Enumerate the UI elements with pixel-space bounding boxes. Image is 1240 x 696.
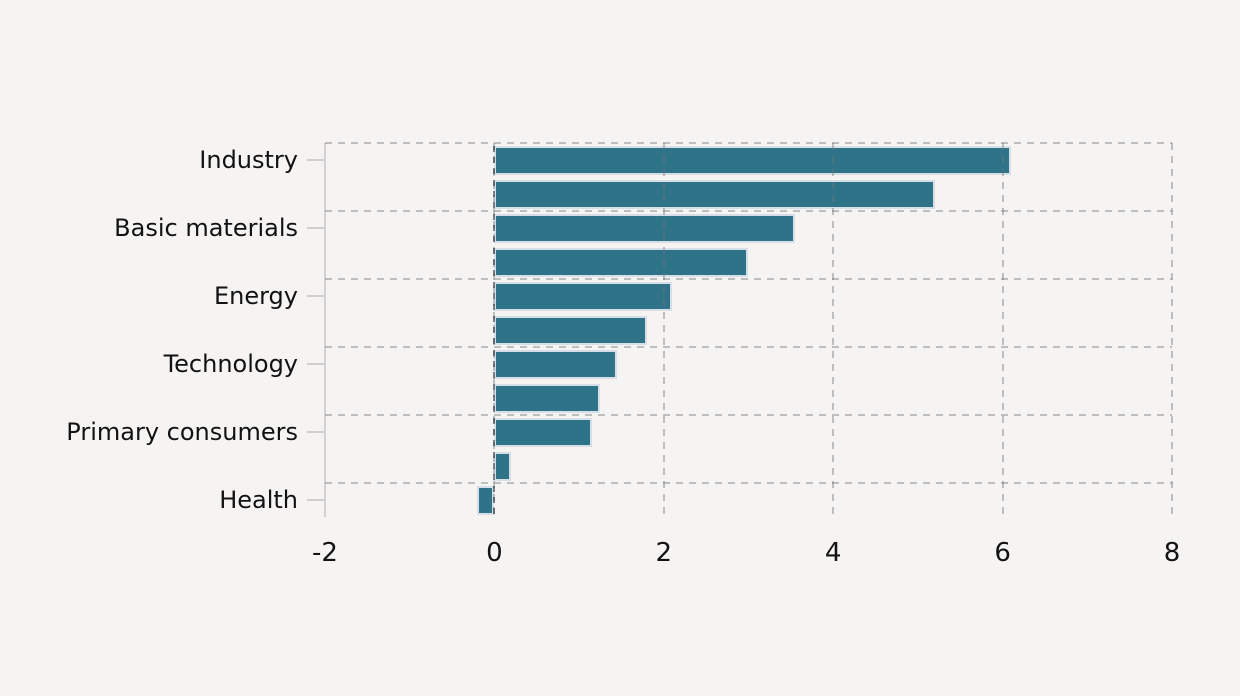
y-gridline bbox=[325, 346, 1172, 348]
zero-line bbox=[493, 417, 496, 447]
x-gridline bbox=[1001, 143, 1004, 517]
bar bbox=[494, 451, 512, 481]
zero-line bbox=[493, 281, 496, 311]
y-tick-mark bbox=[307, 431, 325, 433]
y-gridline bbox=[325, 414, 1172, 416]
y-gridline bbox=[325, 142, 1172, 144]
y-axis-label: Technology bbox=[163, 350, 298, 378]
y-tick-mark bbox=[307, 227, 325, 229]
bar bbox=[494, 145, 1012, 175]
bar bbox=[494, 281, 673, 311]
y-gridline bbox=[325, 210, 1172, 212]
bar bbox=[494, 349, 618, 379]
zero-line bbox=[493, 383, 496, 413]
bar bbox=[494, 383, 601, 413]
y-tick-mark bbox=[307, 159, 325, 161]
x-gridline bbox=[1171, 143, 1173, 517]
y-axis-label: Industry bbox=[199, 146, 298, 174]
zero-line bbox=[493, 179, 496, 209]
zero-line bbox=[493, 213, 496, 243]
y-axis-label: Primary consumers bbox=[66, 418, 298, 446]
y-axis-label: Energy bbox=[213, 282, 298, 310]
x-axis-tick-label: 4 bbox=[824, 538, 842, 568]
zero-line bbox=[493, 247, 496, 277]
bar bbox=[494, 247, 749, 277]
y-tick-mark bbox=[307, 499, 325, 501]
zero-line bbox=[493, 315, 496, 345]
bar bbox=[494, 213, 796, 243]
zero-line bbox=[493, 349, 496, 379]
x-axis-tick-label: 8 bbox=[1163, 538, 1181, 568]
y-gridline bbox=[325, 278, 1172, 280]
x-axis-tick-label: 6 bbox=[994, 538, 1011, 568]
zero-line bbox=[493, 451, 496, 481]
bar bbox=[494, 179, 935, 209]
y-axis-spine bbox=[324, 143, 326, 517]
y-gridline bbox=[325, 482, 1172, 484]
y-axis-label: Basic materials bbox=[114, 214, 298, 242]
x-gridline bbox=[662, 143, 665, 517]
x-axis-tick-label: 2 bbox=[655, 538, 673, 568]
y-tick-mark bbox=[307, 295, 325, 297]
zero-line bbox=[493, 145, 496, 175]
x-gridline bbox=[832, 143, 835, 517]
bar bbox=[494, 315, 647, 345]
y-axis-label: Health bbox=[219, 486, 298, 514]
y-tick-mark bbox=[307, 363, 325, 365]
zero-line bbox=[493, 485, 496, 515]
x-axis-tick-label: -2 bbox=[312, 538, 338, 568]
bar bbox=[477, 485, 495, 515]
x-axis-tick-label: 0 bbox=[486, 538, 503, 568]
bar bbox=[494, 417, 592, 447]
